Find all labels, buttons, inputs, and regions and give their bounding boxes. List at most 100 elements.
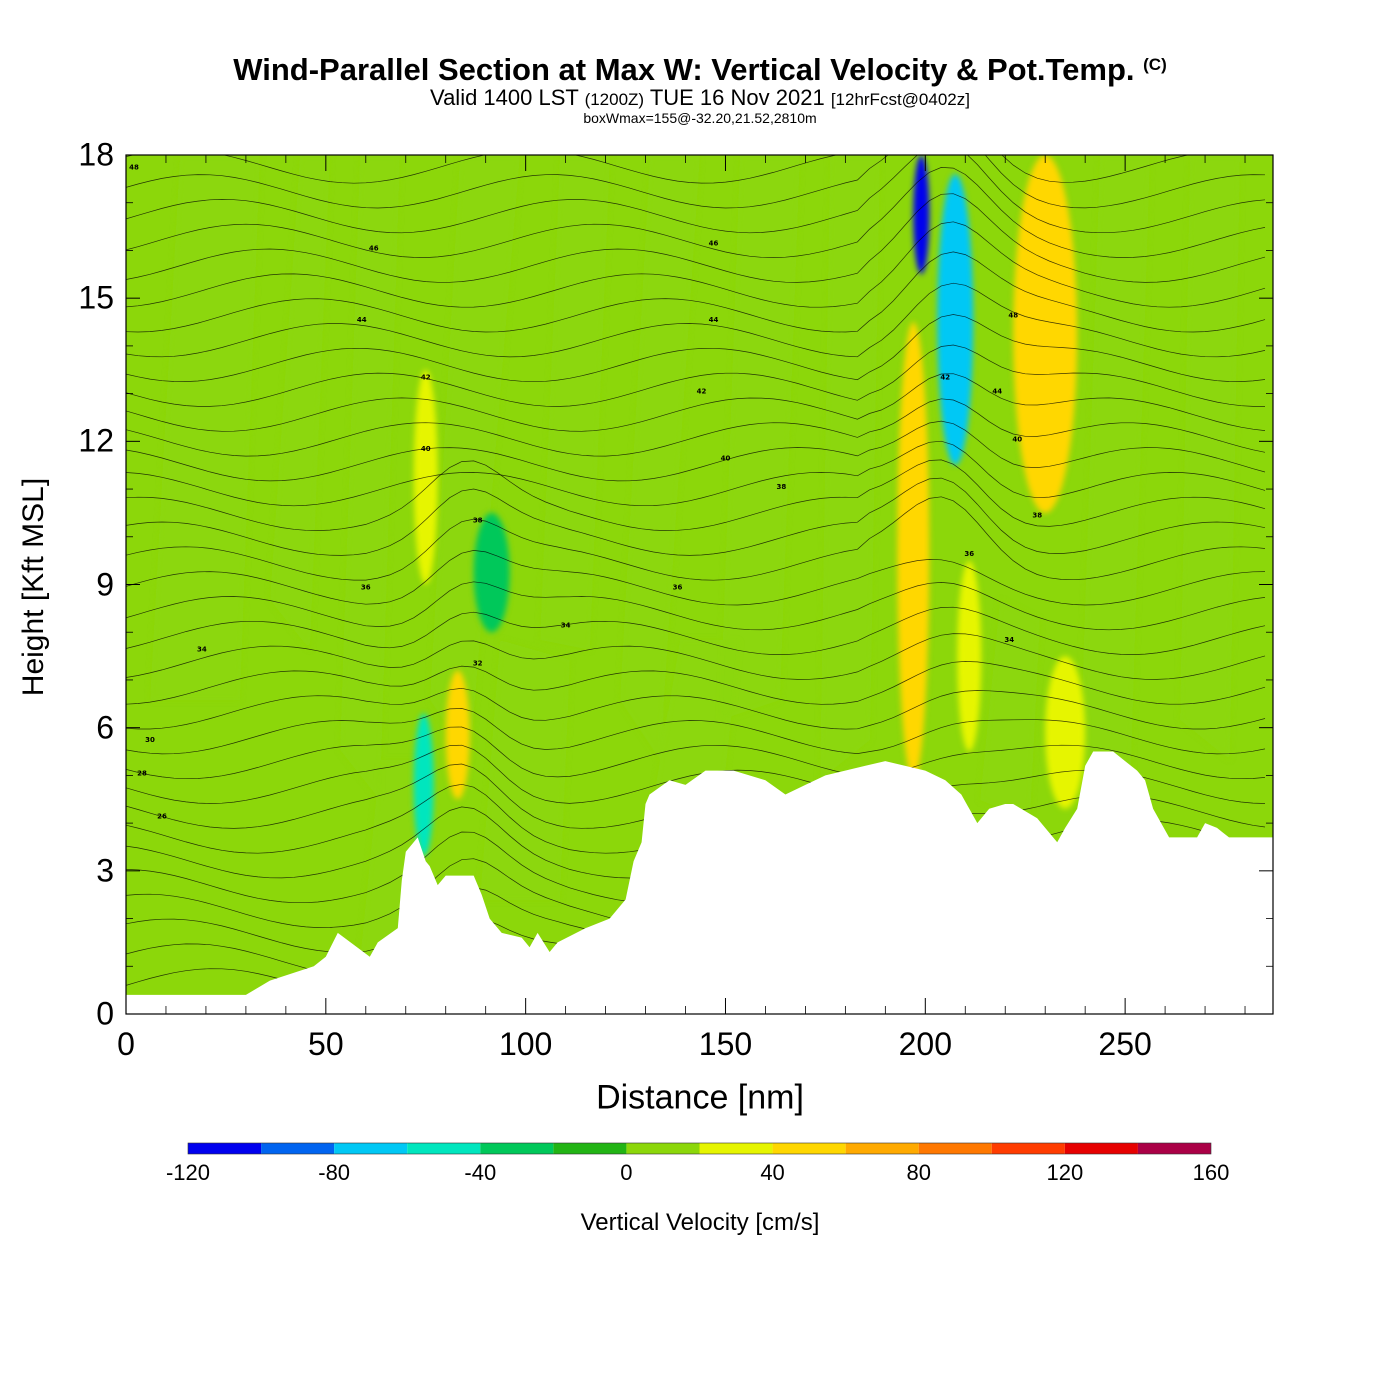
colorbar-label: Vertical Velocity [cm/s] xyxy=(580,1209,820,1236)
plot-area: 48 46 44 46 44 42 40 38 42 40 38 36 36 34 34 32 30 28 26 48… xyxy=(125,154,1274,1015)
forecast-info: [12hrFcst@0402z] xyxy=(830,90,970,109)
field-streak xyxy=(720,155,800,720)
isentrope-label: 36 xyxy=(673,583,683,591)
isentrope-line xyxy=(126,221,1266,308)
colorbar-swatch xyxy=(772,1143,846,1154)
isentrope-label: 40 xyxy=(721,454,731,462)
velocity-cell xyxy=(897,322,930,781)
isentrope-line xyxy=(126,687,1266,730)
isentrope-label: 32 xyxy=(473,660,483,668)
y-tick-label: 18 xyxy=(78,136,114,173)
isentrope-label: 40 xyxy=(421,445,431,453)
isentrope-label: 36 xyxy=(361,583,371,591)
colorbar-tick-label: 40 xyxy=(760,1160,785,1185)
colorbar-tick-label: -120 xyxy=(165,1160,211,1185)
terrain-fill xyxy=(126,751,1273,1014)
isentrope-label: 44 xyxy=(709,316,719,324)
terrain xyxy=(126,751,1273,1014)
field-streak xyxy=(150,155,260,700)
y-tick-label: 6 xyxy=(96,709,114,746)
isentrope-label: 30 xyxy=(145,736,155,744)
colorbar-swatch xyxy=(699,1143,773,1154)
field-streak xyxy=(540,155,610,650)
field-streak xyxy=(1180,155,1240,760)
isentrope-line xyxy=(126,744,1266,804)
field-streak xyxy=(1080,155,1150,800)
isentrope-line xyxy=(126,726,1266,780)
isentrope-label: 26 xyxy=(157,812,167,820)
isentrope-label: 48 xyxy=(129,163,139,171)
colorbar-swatch xyxy=(480,1143,554,1154)
isentrope-line xyxy=(126,167,1266,258)
y-tick-label: 9 xyxy=(96,566,114,602)
field-streak xyxy=(340,155,400,800)
isentrope-line xyxy=(126,708,1266,755)
isentrope-line xyxy=(126,155,1266,209)
colorbar-swatch xyxy=(261,1143,335,1154)
colorbar-tick-label: -40 xyxy=(464,1160,497,1185)
velocity-cell xyxy=(473,512,510,633)
isentrope-line xyxy=(126,420,1266,482)
isentrope-line xyxy=(126,155,1190,184)
isentrope-line xyxy=(126,193,1266,283)
colorbar-swatch xyxy=(407,1143,481,1154)
isentrope-label: 44 xyxy=(357,316,367,324)
x-tick-label: 0 xyxy=(117,1026,135,1062)
isentrope-label: 38 xyxy=(1032,512,1042,520)
isentrope-label: 40 xyxy=(1012,435,1022,443)
valid-time-line: Valid 1400 LST (1200Z) TUE 16 Nov 2021 [… xyxy=(0,85,1400,111)
isentrope-label: 46 xyxy=(709,240,719,248)
isentrope-line xyxy=(126,440,1266,507)
isentrope-line xyxy=(126,606,1266,655)
x-tick-label: 200 xyxy=(898,1026,952,1062)
colorbar-swatch xyxy=(1137,1143,1211,1154)
isentrope-label: 38 xyxy=(777,483,787,491)
x-axis-label: Distance [nm] xyxy=(596,1078,804,1117)
colorbar xyxy=(187,1142,1212,1155)
velocity-cell xyxy=(937,174,974,466)
x-tick-label: 100 xyxy=(498,1026,553,1062)
x-tick-label: 150 xyxy=(698,1026,753,1062)
colorbar-swatch xyxy=(918,1143,992,1154)
isentrope-line xyxy=(126,661,1266,705)
isentrope-label: 48 xyxy=(1008,311,1018,319)
field-streak xyxy=(270,155,330,650)
copyright-mark: (C) xyxy=(1143,55,1167,74)
colorbar-swatch xyxy=(334,1143,408,1154)
isentrope-labels: 48 46 44 46 44 42 40 38 42 40 38 36 36 34 34 32 30 28 26 48… xyxy=(129,163,1042,820)
y-tick-label: 12 xyxy=(78,422,114,459)
colorbar-tick-label: 80 xyxy=(906,1160,931,1185)
isentrope-label: 42 xyxy=(940,373,950,381)
x-tick-label: 50 xyxy=(308,1026,344,1062)
isentrope-line xyxy=(126,155,1266,234)
isentrope-line xyxy=(126,459,1266,531)
colorbar-tick-label: 160 xyxy=(1192,1160,1230,1185)
velocity-cell xyxy=(1045,656,1086,809)
isentrope-label: 34 xyxy=(1004,636,1014,644)
velocity-cell xyxy=(445,670,470,800)
colorbar-frame xyxy=(187,1142,1212,1155)
colorbar-tick-label: 120 xyxy=(1046,1160,1084,1185)
isentrope-line xyxy=(126,633,1266,680)
colorbar-swatch xyxy=(1064,1143,1138,1154)
isentrope-line xyxy=(126,282,1266,358)
field-streak xyxy=(620,155,700,760)
isentrope-line xyxy=(126,251,1266,333)
isentrope-line xyxy=(126,496,1266,581)
isentrope-line xyxy=(126,581,1266,631)
chart-title: Wind-Parallel Section at Max W: Vertical… xyxy=(0,52,1400,88)
isentrope-line xyxy=(126,477,1266,556)
colorbar-tick-label: -80 xyxy=(318,1160,351,1185)
isentrope-label: 36 xyxy=(964,550,974,558)
colorbar-swatch xyxy=(626,1143,700,1154)
valid-date: TUE 16 Nov 2021 xyxy=(649,85,825,110)
isentrope-label: 42 xyxy=(697,388,707,396)
isentrope-label: 34 xyxy=(561,621,571,629)
colorbar-swatch xyxy=(991,1143,1065,1154)
isentrope-label: 38 xyxy=(473,516,483,524)
y-tick-label: 15 xyxy=(78,279,114,316)
colorbar-swatch xyxy=(188,1143,262,1154)
field-streak xyxy=(980,600,1040,820)
x-tick-label: 250 xyxy=(1098,1026,1152,1062)
